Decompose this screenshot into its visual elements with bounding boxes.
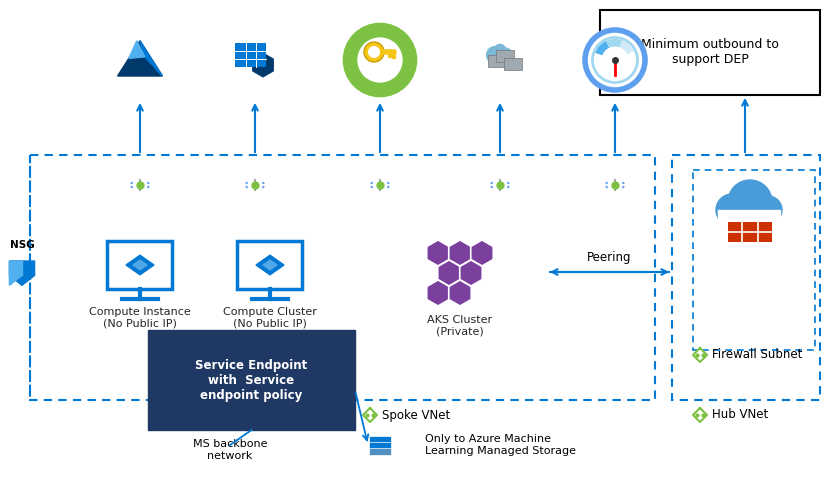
Text: Compute Cluster
(No Public IP): Compute Cluster (No Public IP) <box>223 307 317 328</box>
Polygon shape <box>126 255 154 275</box>
Circle shape <box>754 196 782 224</box>
Bar <box>504 58 522 70</box>
Bar <box>237 241 302 289</box>
Bar <box>728 222 772 242</box>
Wedge shape <box>620 41 634 54</box>
Text: Firewall Subnet: Firewall Subnet <box>712 348 803 362</box>
Circle shape <box>494 44 506 56</box>
Circle shape <box>585 30 645 90</box>
Circle shape <box>498 48 512 62</box>
Circle shape <box>487 46 503 63</box>
Bar <box>369 442 391 449</box>
Circle shape <box>716 194 748 226</box>
Polygon shape <box>118 41 162 76</box>
Wedge shape <box>606 39 622 48</box>
Polygon shape <box>140 41 162 76</box>
Text: NSG: NSG <box>10 240 35 250</box>
Wedge shape <box>595 41 609 55</box>
Circle shape <box>363 43 396 77</box>
Text: Minimum outbound to
support DEP: Minimum outbound to support DEP <box>641 39 779 66</box>
Polygon shape <box>9 261 22 275</box>
Bar <box>672 155 820 400</box>
Polygon shape <box>256 255 284 275</box>
Polygon shape <box>263 260 277 270</box>
Circle shape <box>364 42 384 62</box>
Bar <box>369 448 391 455</box>
Bar <box>488 55 506 67</box>
Bar <box>107 241 172 289</box>
Bar <box>369 436 391 443</box>
Polygon shape <box>693 348 707 362</box>
Polygon shape <box>9 261 35 285</box>
Text: Service Endpoint
with  Service
endpoint policy: Service Endpoint with Service endpoint p… <box>195 359 307 402</box>
Circle shape <box>368 46 380 58</box>
Text: Compute Instance
(No Public IP): Compute Instance (No Public IP) <box>89 307 191 328</box>
Circle shape <box>728 180 772 224</box>
Bar <box>148 330 355 430</box>
Text: Hub VNet: Hub VNet <box>712 408 768 422</box>
Text: Peering: Peering <box>588 250 632 264</box>
Polygon shape <box>9 275 22 285</box>
Text: AKS Cluster
(Private): AKS Cluster (Private) <box>428 315 493 337</box>
Bar <box>496 50 514 62</box>
Text: Spoke VNet: Spoke VNet <box>382 408 450 422</box>
Text: Only to Azure Machine
Learning Managed Storage: Only to Azure Machine Learning Managed S… <box>425 434 576 456</box>
Polygon shape <box>693 408 707 422</box>
Polygon shape <box>363 408 377 422</box>
Text: MS backbone
network: MS backbone network <box>193 439 267 461</box>
Polygon shape <box>133 260 147 270</box>
Polygon shape <box>129 41 145 59</box>
Bar <box>693 170 815 350</box>
Bar <box>30 155 655 400</box>
Bar <box>236 43 266 67</box>
Polygon shape <box>718 210 780 225</box>
Bar <box>600 10 820 95</box>
